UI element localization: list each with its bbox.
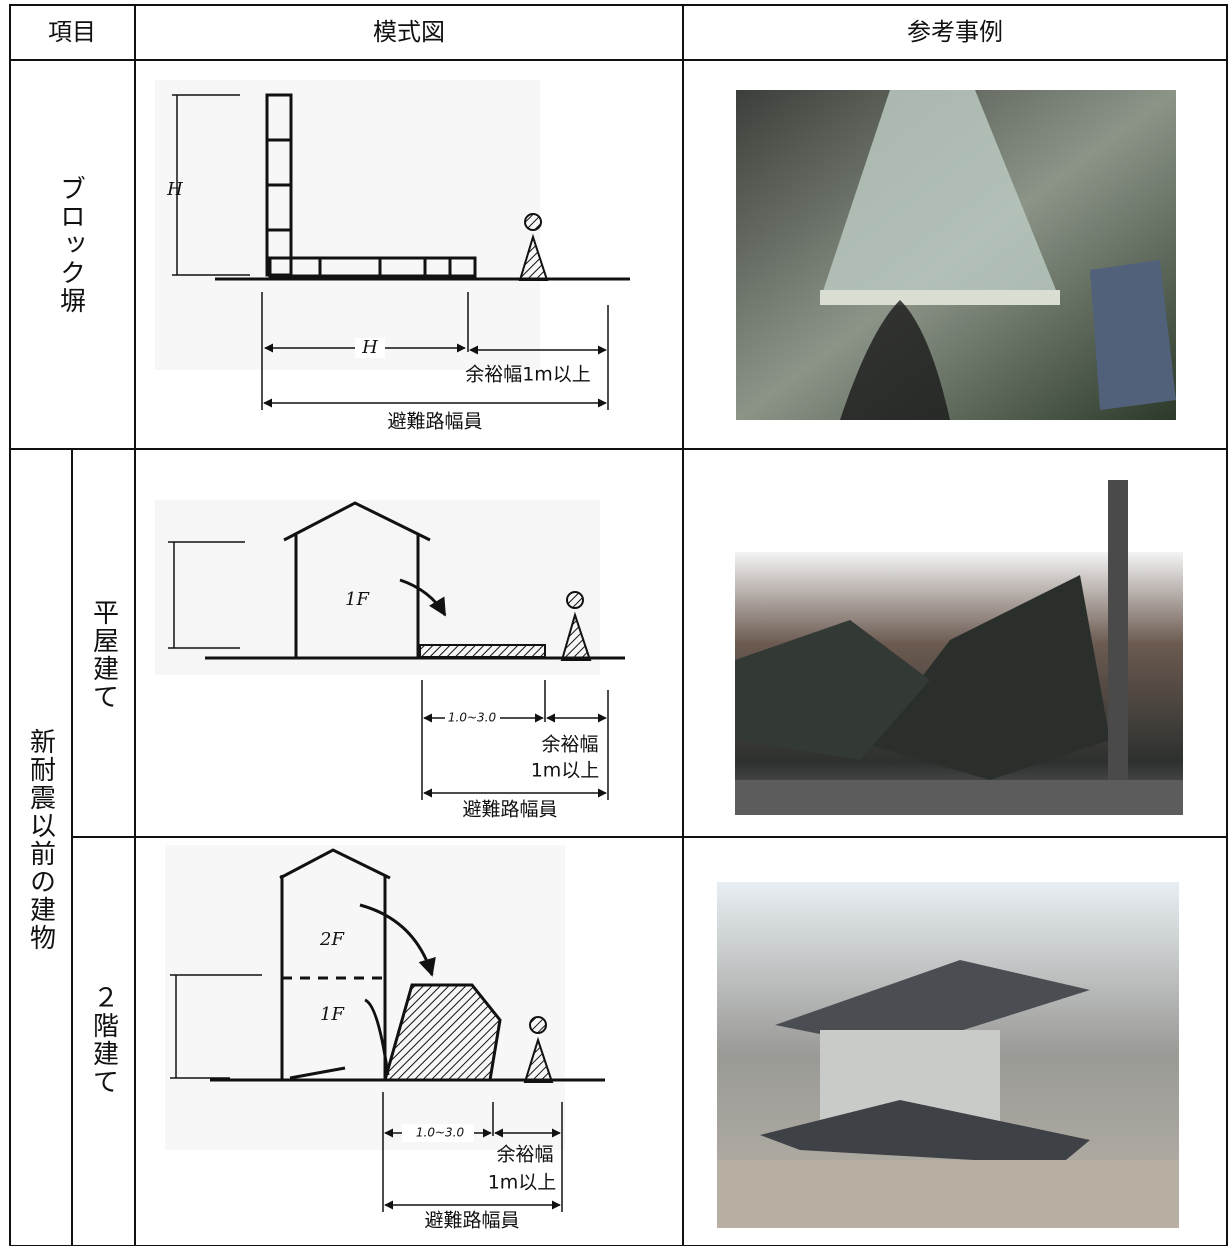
- row-label: 平屋建て: [89, 599, 119, 711]
- road-label: 避難路幅員: [387, 411, 482, 433]
- road-label: 避難路幅員: [462, 799, 557, 821]
- photo-one-story: [735, 480, 1183, 815]
- road-label: 避難路幅員: [424, 1210, 519, 1232]
- header-item: 項目: [48, 18, 96, 46]
- fall-range: 1.0~3.0: [416, 1126, 465, 1140]
- fall-range: 1.0~3.0: [448, 711, 497, 725]
- margin-label: 余裕幅: [541, 734, 598, 756]
- width-label: H: [361, 337, 378, 358]
- photo-two-story: [717, 882, 1179, 1228]
- header-example: 参考事例: [907, 18, 1003, 46]
- height-label: H: [166, 179, 183, 200]
- margin-label: 余裕幅: [496, 1144, 553, 1166]
- floor-label: 1F: [320, 1004, 345, 1025]
- row-label: ブロック塀: [56, 175, 86, 315]
- header-diagram: 模式図: [373, 18, 445, 46]
- group-label: 新耐震以前の建物: [26, 728, 56, 952]
- photo-block-wall: [736, 90, 1176, 420]
- table-grid: [9, 4, 1228, 1246]
- margin-label: 1m以上: [531, 760, 600, 782]
- floor-label: 1F: [345, 589, 370, 610]
- margin-label: 余裕幅1m以上: [465, 364, 591, 386]
- diagram-block-wall: [155, 80, 630, 410]
- floor-label: 2F: [319, 929, 345, 950]
- row-label: ２階建て: [89, 984, 119, 1096]
- margin-label: 1m以上: [488, 1172, 557, 1194]
- diagram-one-story: [155, 500, 625, 800]
- diagram-two-story: [165, 845, 605, 1212]
